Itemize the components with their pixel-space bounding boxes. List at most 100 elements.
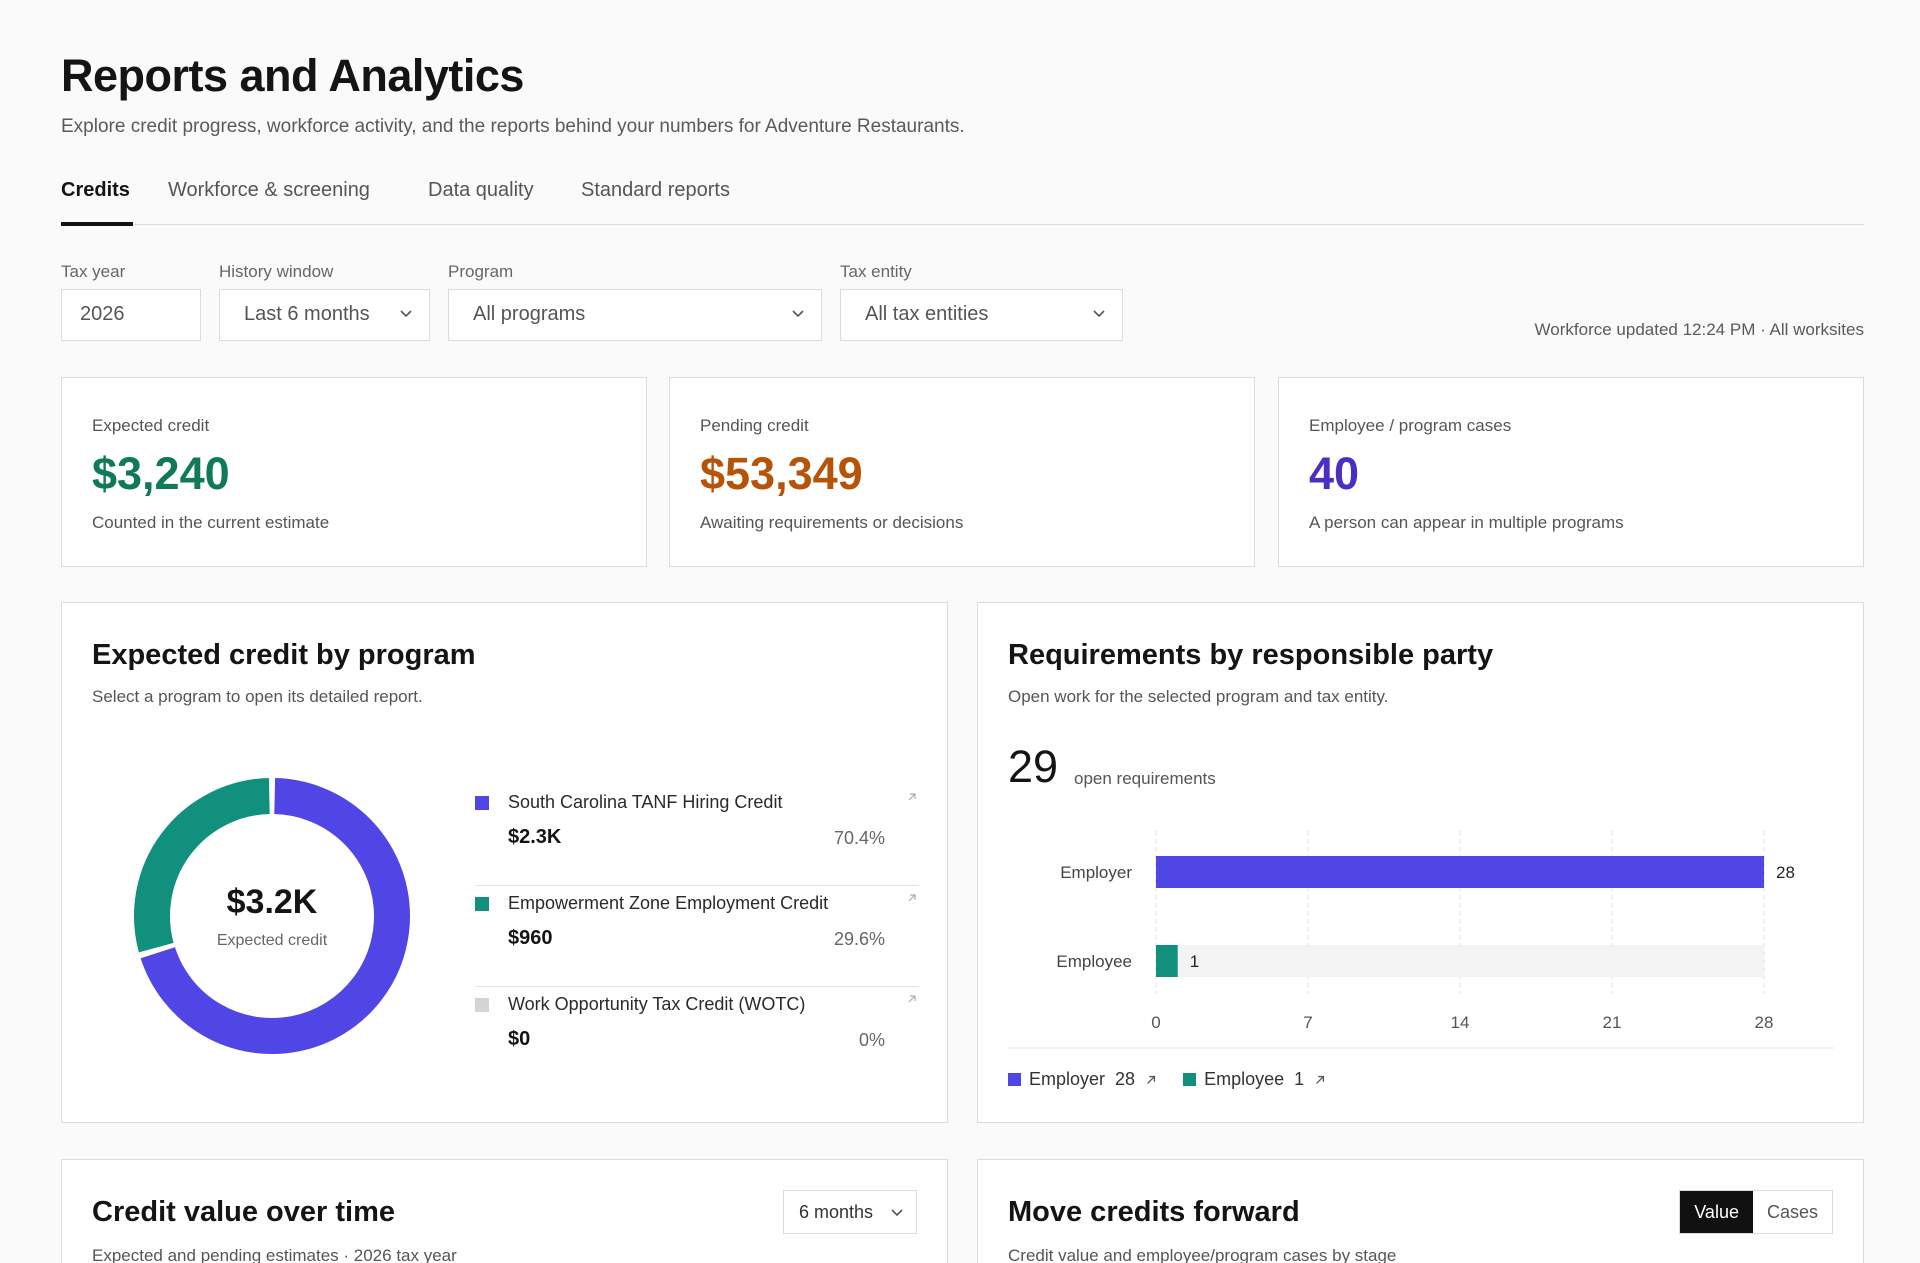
tab-workforce-screening[interactable]: Workforce & screening [168,179,370,201]
donut-slice-0[interactable] [140,778,410,1054]
time-range-value: 6 months [799,1202,874,1222]
program-value: All programs [473,303,586,325]
program-amount: $2.3K [508,826,562,848]
legend-swatch [475,796,489,810]
program-donut-chart[interactable] [132,776,412,1056]
data-label: 1 [1190,952,1199,971]
program-item[interactable]: South Carolina TANF Hiring Credit $2.3K … [475,786,919,886]
kpi-card-pending-credit: Pending credit $53,349 Awaiting requirem… [669,377,1255,567]
toggle-cases[interactable]: Cases [1766,1202,1818,1222]
category-label: Employer [1060,863,1132,882]
tax-year-input[interactable]: 2026 [61,289,201,341]
program-item[interactable]: Work Opportunity Tax Credit (WOTC) $0 0% [475,988,919,1088]
legend-employer-label: Employer [1029,1069,1106,1089]
open-report-arrow-icon[interactable] [1145,1074,1157,1086]
program-amount: $0 [508,1028,531,1050]
legend-swatch [475,998,489,1012]
kpi-value: $53,349 [700,448,863,499]
card-title: Requirements by responsible party [1008,639,1494,671]
x-tick-label: 0 [1151,1013,1160,1032]
x-tick-label: 21 [1603,1013,1622,1032]
legend-swatch [475,897,489,911]
tax-entity-label: Tax entity [840,262,912,281]
program-percent: 70.4% [833,828,885,848]
page-subtitle: Explore credit progress, workforce activ… [61,116,965,137]
tab-bar: Credits Workforce & screening Data quali… [61,165,1864,226]
workforce-updated-status: Workforce updated 12:24 PM · All worksit… [1534,320,1864,339]
tax-entity-value: All tax entities [865,303,989,325]
bar-employee [1156,945,1178,977]
bar-track [1156,945,1764,977]
requirements-card: Requirements by responsible party Open w… [977,602,1864,1123]
card-subtitle: Open work for the selected program and t… [1008,687,1389,706]
card-title: Expected credit by program [92,639,476,671]
program-percent: 0% [858,1030,885,1050]
program-name: Work Opportunity Tax Credit (WOTC) [508,994,806,1014]
kpi-note: Awaiting requirements or decisions [700,513,964,532]
x-tick-label: 14 [1451,1013,1470,1032]
donut-center-value: $3.2K [226,883,318,921]
kpi-value: 40 [1309,448,1360,499]
open-report-arrow-icon[interactable] [905,891,919,905]
open-report-arrow-icon[interactable] [1314,1074,1326,1086]
program-percent: 29.6% [833,929,885,949]
credit-over-time-card: Credit value over time Expected and pend… [61,1159,948,1263]
kpi-note: A person can appear in multiple programs [1309,513,1624,532]
chevron-down-icon [400,310,412,318]
kpi-label: Pending credit [700,416,809,435]
program-name: Empowerment Zone Employment Credit [508,893,829,913]
time-range-select[interactable]: 6 months [783,1190,917,1234]
requirements-bar-chart: 0 7 14 21 28 Employer 28 Employee 1 [1008,831,1834,1049]
legend-swatch [1008,1073,1021,1086]
kpi-label: Expected credit [92,416,210,435]
program-select[interactable]: All programs [448,289,822,341]
legend-swatch [1183,1073,1197,1086]
card-title: Credit value over time [92,1196,395,1228]
card-subtitle: Credit value and employee/program cases … [1008,1246,1397,1263]
move-credits-card: Move credits forward Credit value and em… [977,1159,1864,1263]
history-window-label: History window [219,262,334,281]
kpi-card-cases: Employee / program cases 40 A person can… [1278,377,1864,567]
value-cases-toggle: Value Cases [1679,1190,1833,1234]
category-label: Employee [1056,952,1132,971]
kpi-label: Employee / program cases [1309,416,1512,435]
card-title: Move credits forward [1008,1196,1300,1228]
kpi-value: $3,240 [92,448,230,499]
tab-standard-reports[interactable]: Standard reports [581,179,730,201]
tab-credits[interactable]: Credits [61,179,130,201]
open-report-arrow-icon[interactable] [905,992,919,1006]
x-tick-label: 28 [1755,1013,1774,1032]
kpi-note: Counted in the current estimate [92,513,330,532]
program-amount: $960 [508,927,553,949]
history-window-select[interactable]: Last 6 months [219,289,430,341]
toggle-value[interactable]: Value [1680,1191,1753,1233]
program-breakdown-card: Expected credit by program Select a prog… [61,602,948,1123]
program-item[interactable]: Empowerment Zone Employment Credit $960 … [475,887,919,987]
chart-legend: Employer 28 Employee 1 [1008,1069,1326,1090]
active-tab-indicator [61,222,133,226]
open-requirements-count: 29 [1008,741,1059,792]
chevron-down-icon [1093,310,1105,318]
reports-page: Reports and Analytics Explore credit pro… [61,0,1864,1263]
tax-year-label: Tax year [61,262,126,281]
tab-data-quality[interactable]: Data quality [428,179,534,201]
bar-employer [1156,856,1764,888]
x-tick-label: 7 [1303,1013,1312,1032]
program-name: South Carolina TANF Hiring Credit [508,792,783,812]
open-report-arrow-icon[interactable] [905,790,919,804]
program-label: Program [448,262,514,281]
open-requirements-label: open requirements [1074,769,1216,788]
data-label: 28 [1776,863,1795,882]
donut-slice-1[interactable] [134,778,271,953]
legend-employee-label: Employee [1204,1069,1285,1089]
legend-employee-value: 1 [1294,1069,1305,1089]
history-window-value: Last 6 months [244,303,370,325]
legend-employer-value: 28 [1115,1069,1136,1089]
tax-entity-select[interactable]: All tax entities [840,289,1123,341]
kpi-card-expected-credit: Expected credit $3,240 Counted in the cu… [61,377,647,567]
chevron-down-icon [792,310,804,318]
card-subtitle: Select a program to open its detailed re… [92,687,423,706]
donut-center-label: Expected credit [216,932,328,949]
card-subtitle: Expected and pending estimates · 2026 ta… [92,1246,457,1263]
chevron-down-icon [891,1209,903,1217]
